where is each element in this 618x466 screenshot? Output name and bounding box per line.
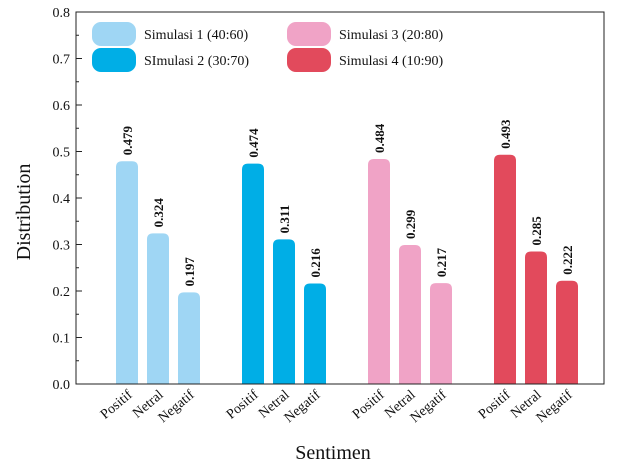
bar: [304, 283, 326, 384]
series-group: 0.474 0.311 0.216: [242, 128, 326, 384]
plot-frame: [75, 11, 605, 385]
x-tick-label: Negatif: [408, 387, 450, 426]
y-tick-label: 0.0: [53, 378, 71, 393]
legend-label: Simulasi 1 (40:60): [144, 28, 249, 43]
bar: [525, 251, 547, 384]
x-tick-label: Positif: [98, 387, 136, 422]
y-tick-label: 0.8: [53, 6, 71, 21]
bar-value-label: 0.311: [277, 205, 292, 234]
bar: [116, 161, 138, 384]
y-tick-label: 0.4: [53, 192, 71, 207]
series-group: 0.484 0.299 0.217: [368, 123, 452, 384]
bar-value-label: 0.217: [434, 247, 449, 277]
series-group: 0.479 0.324 0.197: [116, 126, 200, 384]
series-group: 0.493 0.285 0.222: [494, 119, 578, 384]
bar-value-label: 0.324: [151, 198, 166, 228]
y-tick-label: 0.1: [53, 332, 71, 347]
legend-item: Simulasi 3 (20:80): [287, 22, 444, 46]
y-axis-title: Distribution: [13, 164, 35, 261]
y-tick-label: 0.3: [53, 239, 71, 254]
bar: [494, 154, 516, 384]
y-tick-label: 0.7: [53, 53, 71, 68]
legend-label: SImulasi 2 (30:70): [144, 54, 249, 69]
legend-item: Simulasi 1 (40:60): [92, 22, 249, 46]
bar: [178, 292, 200, 384]
legend-swatch: [92, 48, 136, 72]
legend-swatch: [287, 48, 331, 72]
y-tick-label: 0.5: [53, 146, 71, 161]
bar: [147, 233, 169, 384]
legend-swatch: [287, 22, 331, 46]
bar-value-label: 0.197: [182, 257, 197, 287]
bar-value-label: 0.474: [246, 128, 261, 158]
bars: 0.479 0.324 0.197 0.474 0.311 0.216 0.484 0.299…: [116, 119, 578, 384]
bar-value-label: 0.285: [529, 216, 544, 246]
legend-label: Simulasi 3 (20:80): [339, 28, 444, 43]
x-axis-title: Sentimen: [295, 442, 371, 464]
bar-value-label: 0.216: [308, 248, 323, 278]
legend-label: Simulasi 4 (10:90): [339, 54, 444, 69]
x-tick-label: Positif: [350, 387, 388, 422]
legend-item: SImulasi 2 (30:70): [92, 48, 249, 72]
bar-value-label: 0.484: [372, 123, 387, 153]
bar-value-label: 0.299: [403, 209, 418, 239]
y-tick-label: 0.6: [53, 99, 71, 114]
bar-value-label: 0.493: [498, 119, 513, 149]
x-tick-label: Positif: [476, 387, 514, 422]
x-tick-label: Negatif: [282, 387, 324, 426]
x-tick-label: Negatif: [534, 387, 576, 426]
bar-value-label: 0.479: [120, 126, 135, 156]
legend-item: Simulasi 4 (10:90): [287, 48, 444, 72]
x-tick-label: Positif: [224, 387, 262, 422]
bar: [399, 244, 421, 384]
y-tick-label: 0.2: [53, 285, 71, 300]
bar: [368, 158, 390, 384]
bar: [242, 163, 264, 384]
bar: [430, 283, 452, 384]
legend-swatch: [92, 22, 136, 46]
bar: [273, 239, 295, 384]
x-tick-label: Negatif: [156, 387, 198, 426]
y-axis: 0.0 0.1 0.2 0.3 0.4 0.5 0.6 0.7 0.8: [53, 6, 82, 393]
bar: [556, 280, 578, 384]
legend: Simulasi 1 (40:60) SImulasi 2 (30:70) Simu…: [92, 22, 444, 72]
bar-value-label: 0.222: [560, 246, 575, 275]
